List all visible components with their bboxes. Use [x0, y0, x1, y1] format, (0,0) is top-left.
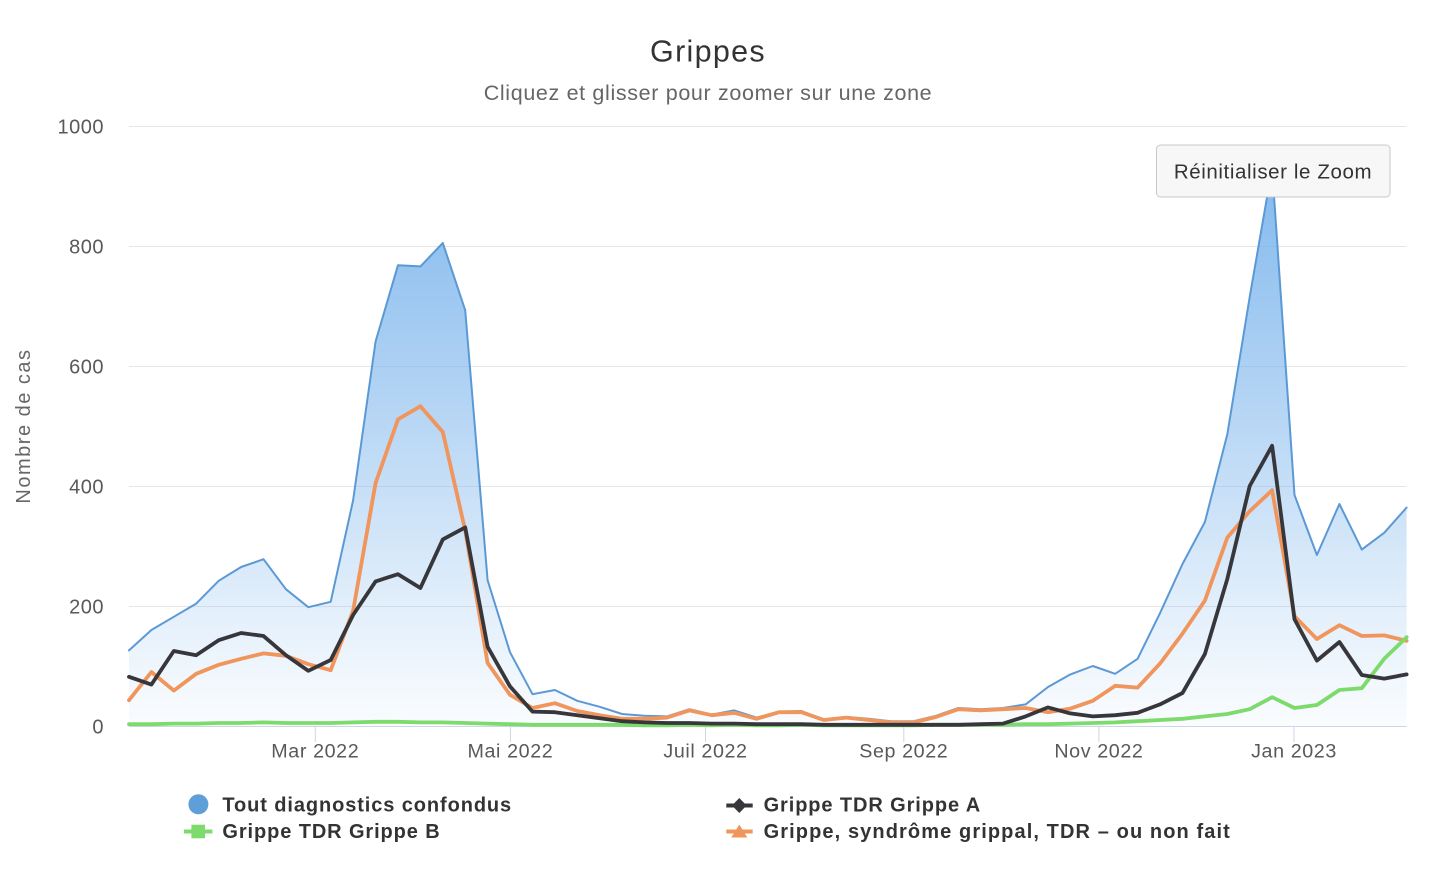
svg-text:Grippe TDR Grippe B: Grippe TDR Grippe B	[222, 821, 440, 843]
svg-text:Grippe, syndrôme grippal, TDR: Grippe, syndrôme grippal, TDR – ou non f…	[764, 821, 1231, 843]
svg-text:Grippe TDR Grippe A: Grippe TDR Grippe A	[764, 794, 981, 816]
svg-text:400: 400	[69, 476, 104, 498]
svg-text:Grippes: Grippes	[650, 35, 766, 69]
svg-text:Réinitialiser le Zoom: Réinitialiser le Zoom	[1174, 161, 1372, 184]
svg-text:200: 200	[69, 596, 104, 618]
svg-text:Jan 2023: Jan 2023	[1251, 741, 1337, 763]
svg-text:Nov 2022: Nov 2022	[1054, 741, 1143, 763]
svg-text:Mai 2022: Mai 2022	[468, 741, 554, 763]
svg-text:600: 600	[69, 356, 104, 378]
svg-text:0: 0	[92, 716, 104, 738]
svg-text:Juil 2022: Juil 2022	[663, 741, 747, 763]
svg-text:Tout diagnostics confondus: Tout diagnostics confondus	[222, 794, 512, 816]
svg-text:1000: 1000	[58, 116, 105, 138]
svg-text:Mar 2022: Mar 2022	[271, 741, 359, 763]
svg-text:Cliquez et glisser pour zoomer: Cliquez et glisser pour zoomer sur une z…	[484, 81, 933, 105]
svg-text:Sep 2022: Sep 2022	[859, 741, 948, 763]
svg-text:800: 800	[69, 236, 104, 258]
svg-text:Nombre de cas: Nombre de cas	[13, 348, 35, 503]
